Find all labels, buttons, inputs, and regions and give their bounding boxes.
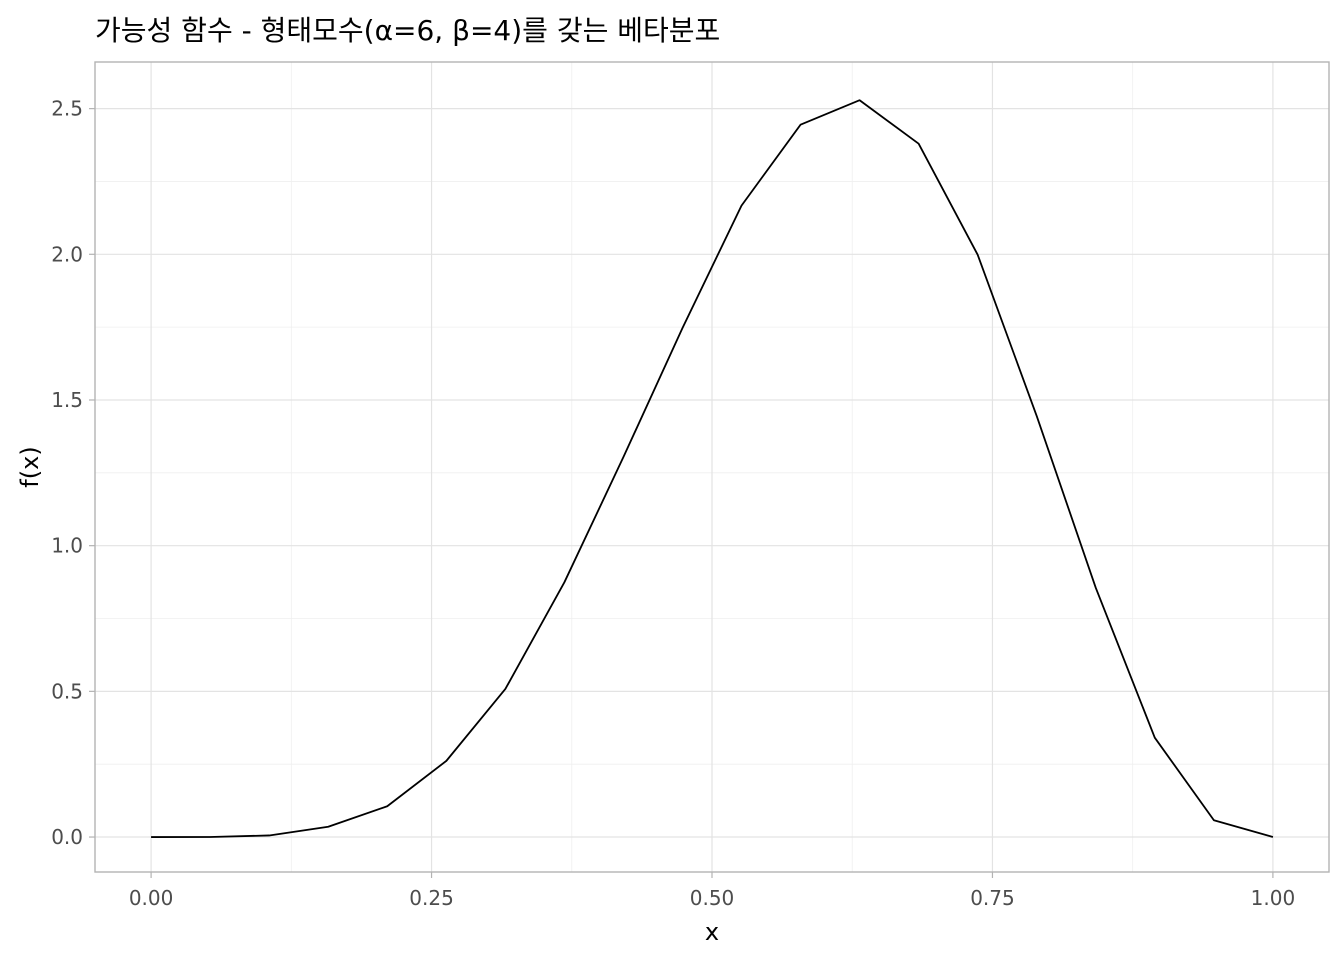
y-tick-label: 0.5 [51,679,83,703]
y-axis-title: f(x) [16,446,44,487]
series-group [151,99,1274,838]
y-tick-label: 2.5 [51,97,83,121]
y-tick-label: 0.0 [51,825,83,849]
y-tick-label: 2.0 [51,242,83,266]
grid-lines [95,62,1329,872]
x-axis-title: x [705,918,719,946]
axis-ticks: 0.00 0.25 0.50 0.75 1.00 0.0 0.5 1.0 1.5 2.0 2.5 [51,97,1295,910]
x-tick-label: 0.25 [409,886,454,910]
density-line [151,99,1274,838]
x-tick-label: 0.00 [129,886,174,910]
x-tick-label: 1.00 [1251,886,1296,910]
x-tick-label: 0.75 [970,886,1015,910]
x-tick-label: 0.50 [690,886,735,910]
y-tick-label: 1.5 [51,388,83,412]
y-tick-label: 1.0 [51,534,83,558]
chart-title: 가능성 함수 - 형태모수(α=6, β=4)를 갖는 베타분포 [95,14,720,47]
